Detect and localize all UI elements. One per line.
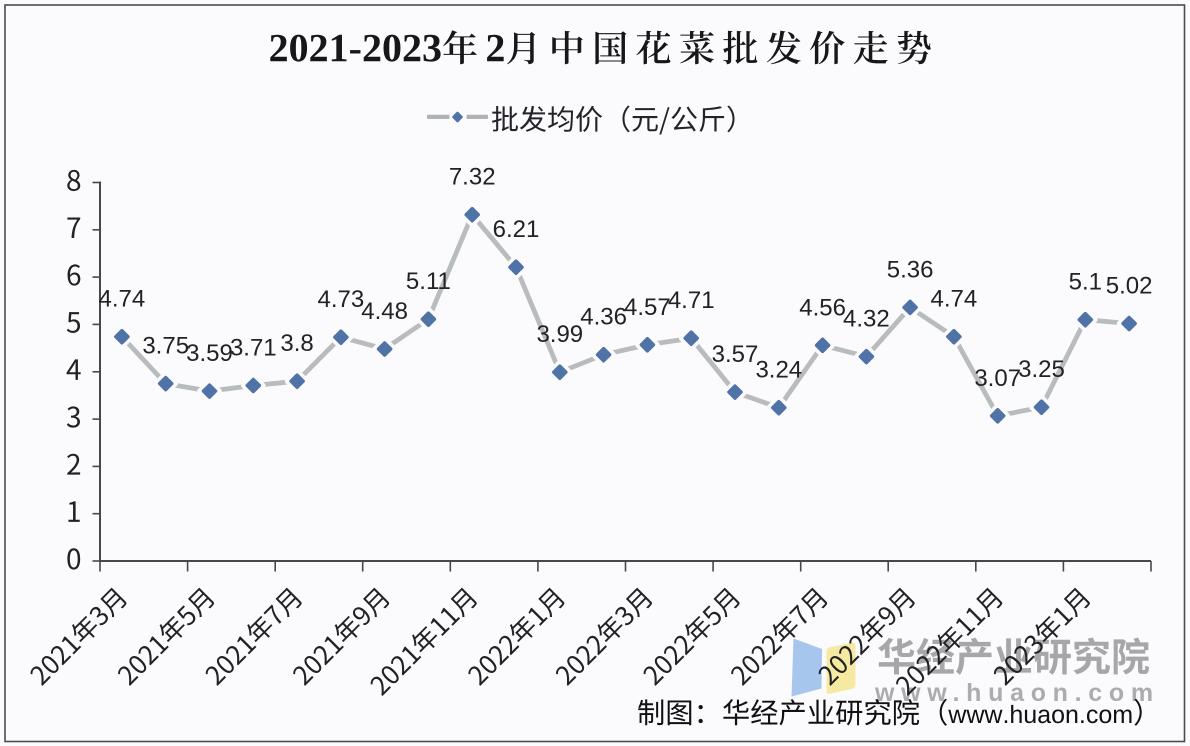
- svg-text:5.02: 5.02: [1106, 273, 1153, 300]
- svg-text:4.74: 4.74: [931, 286, 978, 313]
- svg-text:5.1: 5.1: [1069, 269, 1102, 296]
- svg-text:3.8: 3.8: [280, 330, 313, 357]
- svg-text:3.71: 3.71: [230, 335, 277, 362]
- svg-text:4.73: 4.73: [318, 286, 365, 313]
- svg-text:3.57: 3.57: [712, 341, 759, 368]
- svg-text:3.59: 3.59: [186, 340, 233, 367]
- svg-text:3.25: 3.25: [1018, 356, 1065, 383]
- svg-text:3.75: 3.75: [142, 333, 189, 360]
- svg-text:3.24: 3.24: [755, 357, 802, 384]
- svg-text:4.57: 4.57: [624, 294, 671, 321]
- svg-text:5.11: 5.11: [406, 268, 451, 295]
- svg-text:4.56: 4.56: [799, 294, 846, 321]
- svg-text:4.74: 4.74: [99, 286, 146, 313]
- svg-text:7.32: 7.32: [449, 164, 496, 191]
- svg-text:www.huaon.com: www.huaon.com: [874, 679, 1160, 707]
- svg-text:6.21: 6.21: [493, 216, 540, 243]
- svg-text:4.36: 4.36: [580, 304, 627, 331]
- svg-text:3.07: 3.07: [974, 365, 1021, 392]
- svg-text:4.71: 4.71: [668, 287, 715, 314]
- svg-text:4.48: 4.48: [361, 298, 408, 325]
- svg-text:4.32: 4.32: [843, 306, 890, 333]
- svg-text:5.36: 5.36: [887, 256, 934, 283]
- svg-text:3.99: 3.99: [536, 321, 583, 348]
